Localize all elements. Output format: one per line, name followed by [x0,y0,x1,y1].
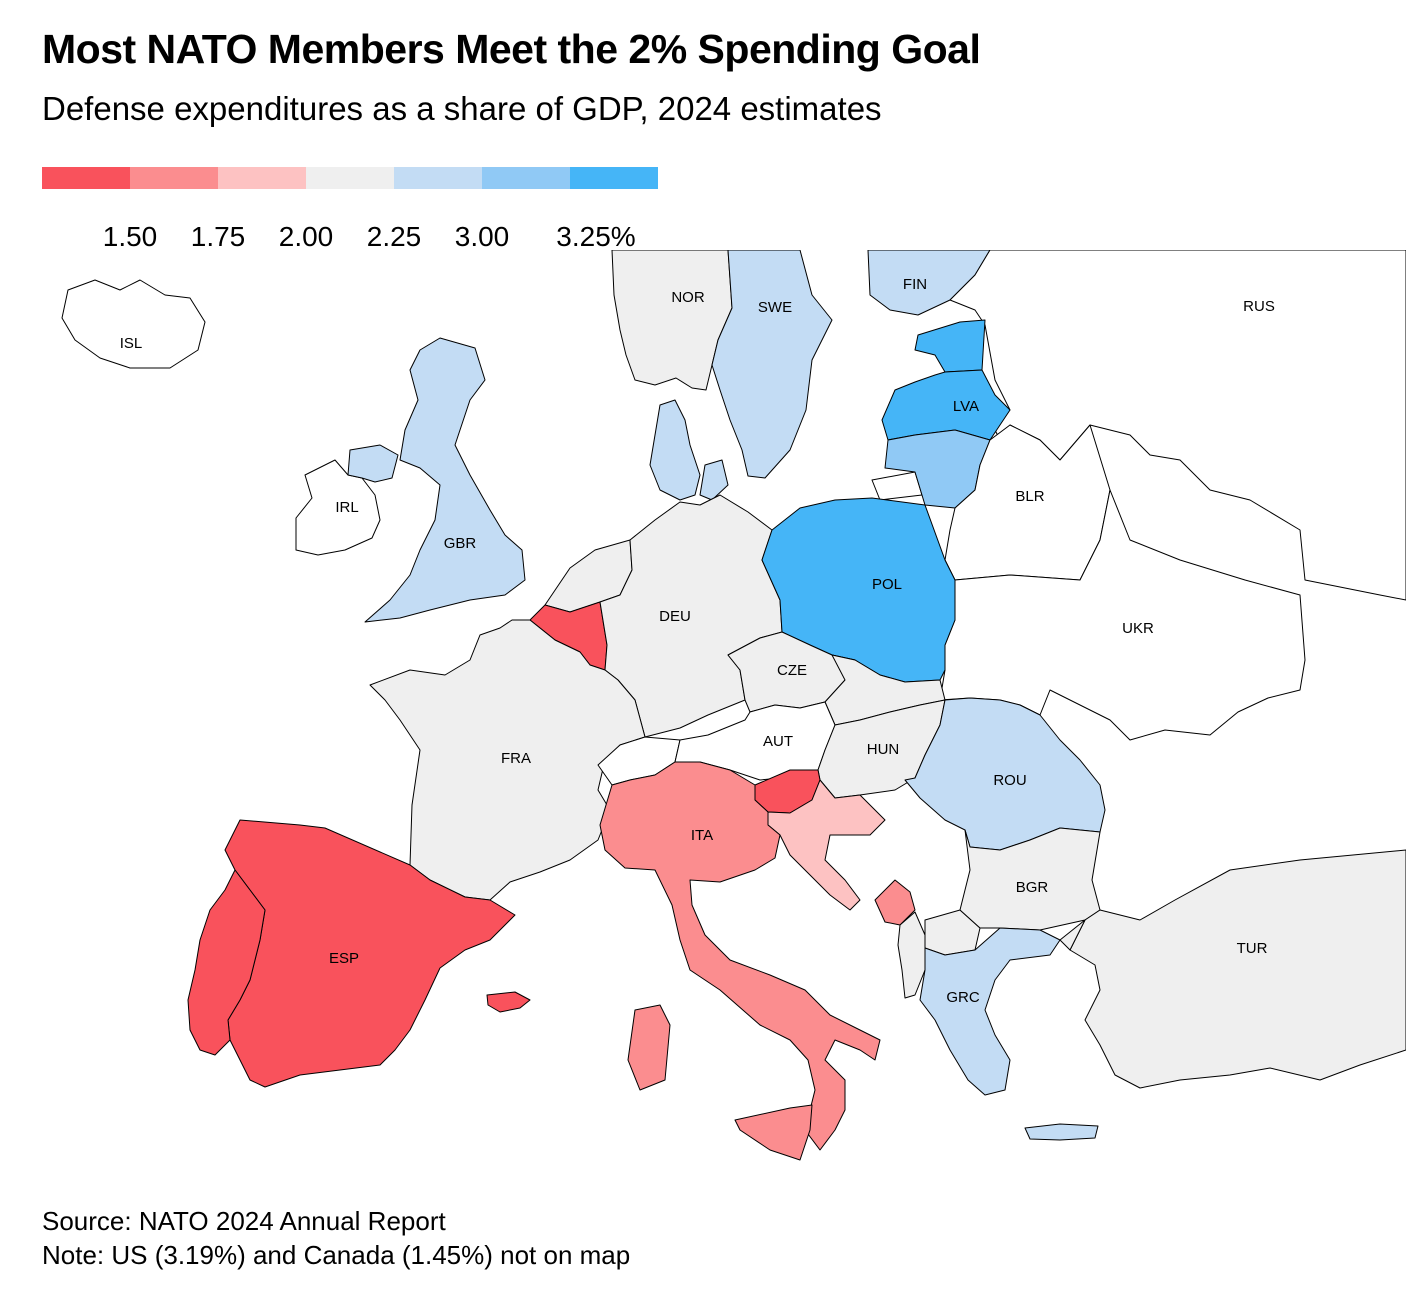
country-label-pol: POL [872,576,902,593]
country-est [914,319,986,373]
country-label-deu: DEU [659,608,691,625]
country-lva [881,369,1011,441]
country-dnk [699,459,729,501]
country-label-isl: ISL [120,335,143,352]
country-label-rou: ROU [993,772,1026,789]
country-label-cze: CZE [777,662,807,679]
legend-tick: 3.25% [556,221,636,252]
legend-swatches [42,167,658,189]
country-label-grc: GRC [946,989,980,1006]
color-legend: 1.50 1.75 2.00 2.25 3.00 3.25% [42,167,658,252]
country-label-lva: LVA [953,398,979,415]
country-label-irl: IRL [335,499,358,516]
country-label-swe: SWE [758,299,792,316]
legend-tick: 1.50 [102,221,158,252]
chart-title: Most NATO Members Meet the 2% Spending G… [42,26,981,72]
country-gbr [364,337,526,623]
country-mne [874,879,916,926]
legend-swatch [218,167,306,189]
country-label-nor: NOR [671,289,705,306]
country-ita [734,1104,813,1161]
country-ita [627,1004,671,1091]
country-grc [1024,1123,1099,1141]
country-label-fra: FRA [501,750,531,767]
europe-map: ISL NOR SWE FIN RUS LVA BLR IRL GBR POL … [0,250,1406,1170]
country-dnk [649,399,701,501]
footer: Source: NATO 2024 Annual Report Note: US… [42,1204,630,1272]
footnote: Note: US (3.19%) and Canada (1.45%) not … [42,1240,631,1270]
country-rus [871,471,923,501]
chart-subtitle: Defense expenditures as a share of GDP, … [42,90,882,127]
country-label-ita: ITA [691,827,713,844]
country-label-aut: AUT [763,733,793,750]
legend-swatch [482,167,570,189]
legend-ticks: 1.50 1.75 2.00 2.25 3.00 3.25% [42,189,658,252]
country-label-tur: TUR [1237,940,1268,957]
country-tur [1069,849,1406,1089]
country-grc [919,927,1061,1096]
country-label-bgr: BGR [1016,879,1049,896]
legend-swatch [42,167,130,189]
country-label-hun: HUN [867,741,900,758]
legend-swatch [394,167,482,189]
legend-swatch [306,167,394,189]
country-esp [486,991,531,1013]
legend-swatch [570,167,658,189]
country-isl [61,279,206,369]
country-gbr [347,444,399,483]
source-note: Source: NATO 2024 Annual Report [42,1206,446,1236]
country-prt [187,869,266,1056]
legend-tick: 2.00 [278,221,334,252]
country-label-fin: FIN [903,276,927,293]
country-tur [1059,919,1086,951]
country-fra [369,619,646,901]
legend-tick: 2.25 [366,221,422,252]
legend-tick: 3.00 [454,221,510,252]
legend-tick: 1.75 [190,221,246,252]
map-svg: ISL NOR SWE FIN RUS LVA BLR IRL GBR POL … [61,250,1406,1161]
legend-swatch [130,167,218,189]
country-label-blr: BLR [1015,488,1044,505]
country-ita [599,761,881,1151]
country-label-ukr: UKR [1122,620,1154,637]
country-swe [711,250,833,479]
country-label-rus: RUS [1243,298,1275,315]
country-label-esp: ESP [329,950,359,967]
country-label-gbr: GBR [444,535,477,552]
country-alb [897,911,926,999]
